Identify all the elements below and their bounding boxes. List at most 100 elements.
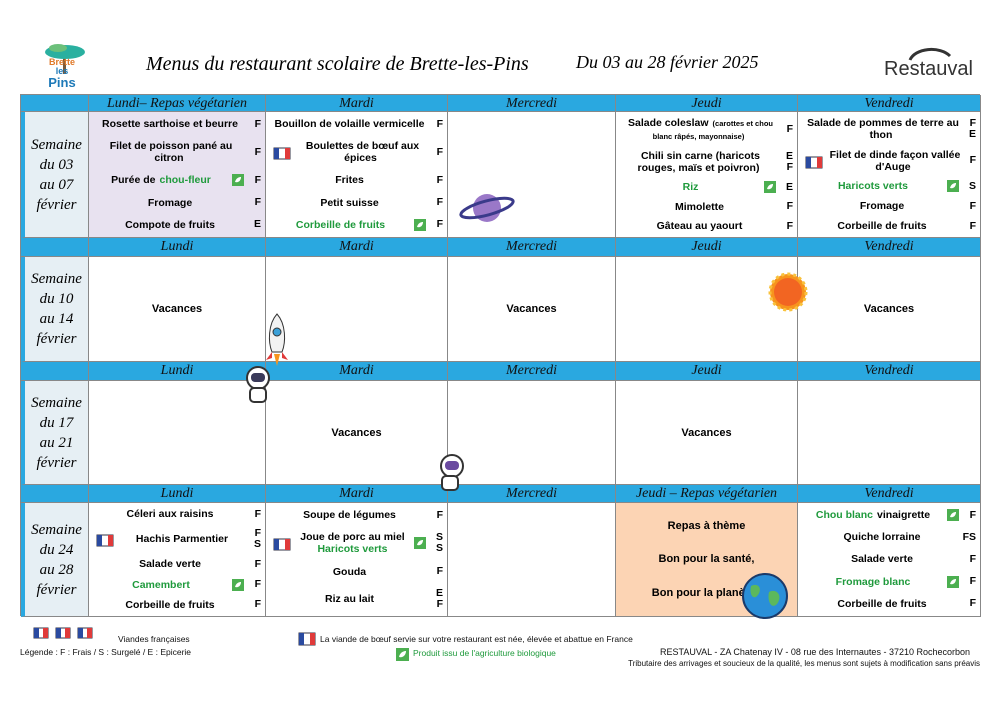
week-label-line: février <box>36 196 77 213</box>
dish: Corbeille de fruits <box>270 219 411 231</box>
menu-item: Salade verte F <box>802 553 976 565</box>
dish-text: Chili sin carne (haricots rouges, maïs e… <box>637 150 761 175</box>
origin-code: F <box>254 598 261 611</box>
menu-item: Salade de pommes de terre au thon F E <box>802 117 976 141</box>
origin-codes: S <box>962 180 976 192</box>
theme-line: Bon pour la planète ! <box>651 587 762 600</box>
beef-icon <box>298 632 316 646</box>
menu-item: Frites F <box>270 174 443 186</box>
holiday: Vacances <box>331 426 382 439</box>
holiday: Vacances <box>151 303 203 315</box>
origin-code: F <box>786 200 793 213</box>
day-header: Mercredi <box>448 362 616 381</box>
origin-code: S <box>435 531 443 544</box>
day-header: Vendredi <box>798 362 981 381</box>
day-cell: Vacances <box>798 257 981 362</box>
origin-code: F <box>436 117 443 130</box>
meat-icons <box>33 627 93 639</box>
menu-item: Soupe de légumes F <box>270 509 443 521</box>
origin-codes: F <box>429 566 443 577</box>
origin-codes: F <box>247 117 261 130</box>
origin-code: F <box>786 161 793 174</box>
menu-item: Filet de poisson pané au citron F <box>93 140 261 164</box>
origin-codes: F <box>429 146 443 158</box>
title: Menus du restaurant scolaire de Brette-l… <box>146 53 529 75</box>
day-header: Mardi <box>266 95 448 112</box>
origin-codes: F <box>429 117 443 130</box>
week-label-line: février <box>36 331 77 347</box>
week-label-line: février <box>36 581 77 598</box>
menu-item: Fromage F <box>802 200 976 212</box>
origin-code: F <box>786 219 793 232</box>
menu-item: Chou blanc vinaigrette F <box>802 509 976 522</box>
dish-text: Salade de pommes de terre au thon <box>807 116 959 141</box>
origin-code: F <box>254 117 261 130</box>
dish: Fromage blanc <box>802 576 944 588</box>
origin-code: F <box>436 196 443 209</box>
dish-text: Filet de dinde façon vallée d'Auge <box>829 148 961 173</box>
origin-code: F <box>254 527 261 540</box>
meat-note: Viandes françaises <box>118 634 190 644</box>
dish: Hachis Parmentier <box>117 533 247 545</box>
origin-codes: FS <box>962 530 976 543</box>
dish-text: Petit suisse <box>320 196 379 209</box>
day-cell: Rosette sarthoise et beurre F Filet de poi… <box>89 112 266 238</box>
day-cell <box>89 381 266 485</box>
week-label: Semaine du 10 au 14 février <box>21 257 89 362</box>
dish: Filet de poisson pané au citron <box>93 140 247 164</box>
day-cell: Salade de pommes de terre au thon F E Filet… <box>798 112 981 238</box>
origin-code: F <box>436 565 443 578</box>
day-cell <box>266 257 448 362</box>
bio-icon <box>764 181 776 194</box>
logo-line: Brette <box>48 57 75 67</box>
week-label-line: au 14 <box>39 311 74 327</box>
address: RESTAUVAL - ZA Chatenay IV - 08 rue des … <box>660 647 970 657</box>
menu-table: Lundi– Repas végétarien Mardi Mercredi Jeud… <box>20 94 981 617</box>
menu-item: Chili sin carne (haricots rouges, maïs e… <box>620 150 793 174</box>
fr-icon <box>273 147 291 160</box>
origin-code: F <box>969 154 976 167</box>
menu-item: Céleri aux raisins F <box>93 508 261 520</box>
dish-text: Joue de porc au miel <box>300 531 405 544</box>
day-header: Mardi <box>266 362 448 381</box>
origin-codes: F <box>429 197 443 208</box>
dish-text: (carottes et chou blanc râpés, mayonnais… <box>652 118 773 141</box>
dish: Fromage <box>93 197 247 209</box>
menu-item: Gâteau au yaourt F <box>620 220 793 232</box>
dish-text: Quiche lorraine <box>843 531 921 544</box>
bio-icon <box>947 509 959 522</box>
day-header: Mercredi <box>448 238 616 257</box>
menu-item: Salade coleslaw (carottes et chou blanc r… <box>620 117 793 143</box>
origin-codes: F <box>247 599 261 610</box>
day-header: Mardi <box>266 238 448 257</box>
origin-code: F <box>436 218 443 231</box>
origin-code: F <box>969 219 976 232</box>
dish: Corbeille de fruits <box>802 220 962 232</box>
menu-item: Hachis Parmentier F S <box>93 528 261 550</box>
dish-text: Gâteau au yaourt <box>656 220 743 233</box>
origin-code: E <box>968 127 976 140</box>
dish: Compote de fruits <box>93 219 247 231</box>
origin-codes: F <box>779 219 793 232</box>
week-label-line: au 28 <box>39 561 74 578</box>
astronaut <box>246 366 270 403</box>
origin-code: F <box>969 199 976 212</box>
brand-logo <box>908 47 952 61</box>
origin-code: F <box>436 508 443 521</box>
bio-icon <box>396 648 409 661</box>
day-cell <box>448 381 616 485</box>
day-header: Jeudi <box>616 362 798 381</box>
bio-icon <box>414 218 426 231</box>
dish: Petit suisse <box>270 197 429 209</box>
origin-code: FS <box>962 530 976 543</box>
origin-code: E <box>435 586 443 599</box>
origin-code: F <box>436 173 443 186</box>
dish-text: Corbeille de fruits <box>837 597 927 610</box>
day-cell: Céleri aux raisins F Hachis Parmentier F S Sa… <box>89 503 266 617</box>
notice: Tributaire des arrivages et soucieux de … <box>628 659 980 668</box>
origin-codes: F <box>247 508 261 520</box>
week-label: Semaine du 17 au 21 février <box>21 381 89 485</box>
dish: Corbeille de fruits <box>93 599 247 611</box>
origin-code: E <box>785 150 793 163</box>
